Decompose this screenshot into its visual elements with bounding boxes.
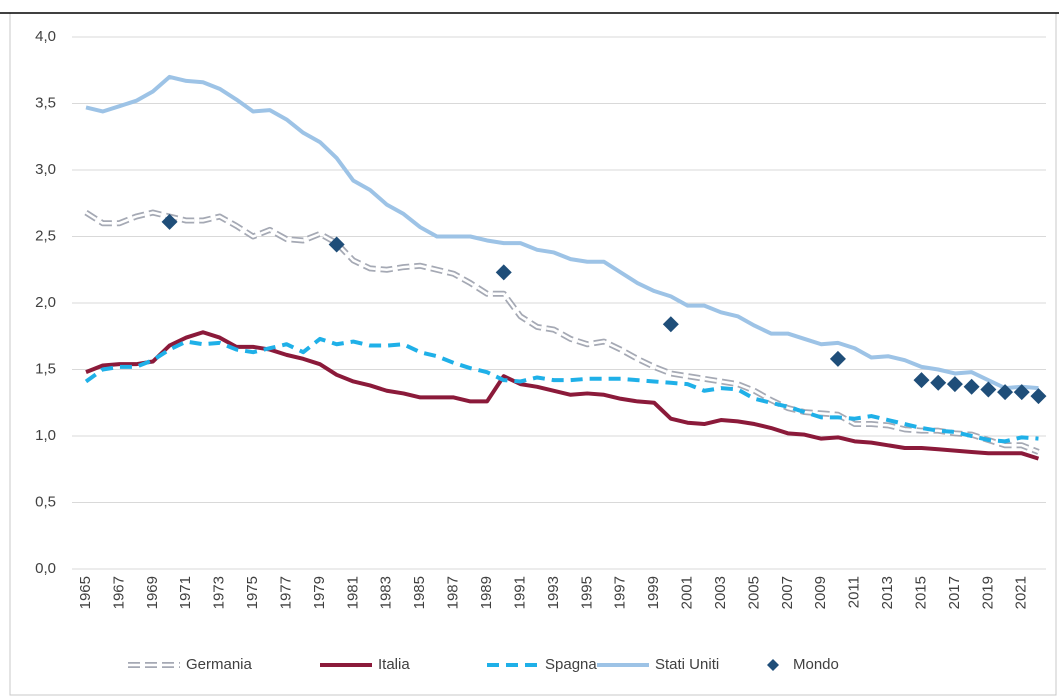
marker [946, 376, 963, 393]
x-tick-label: 1967 [110, 576, 127, 609]
x-tick-label: 1997 [612, 576, 629, 609]
x-tick-label: 2005 [745, 576, 762, 609]
chart-frame [9, 12, 1057, 696]
x-tick-label: 1985 [411, 576, 428, 609]
y-tick-label: 3,0 [35, 161, 56, 178]
marker [913, 372, 930, 389]
x-tick-label: 1977 [277, 576, 294, 609]
x-tick-label: 1975 [244, 576, 261, 609]
x-tick-label: 1965 [77, 576, 94, 609]
legend-symbol [767, 659, 779, 671]
x-tick-label: 2013 [879, 576, 896, 609]
marker [662, 316, 679, 333]
legend-label: Mondo [793, 656, 839, 673]
y-tick-label: 3,5 [35, 94, 56, 111]
legend-item: Spagna [487, 656, 597, 673]
marker [963, 378, 980, 395]
x-tick-label: 1995 [578, 576, 595, 609]
x-tick-label: 1979 [311, 576, 328, 609]
y-tick-label: 0,0 [35, 560, 56, 577]
x-tick-label: 1971 [177, 576, 194, 609]
legend-item: Germania [128, 656, 253, 673]
marker [997, 384, 1014, 401]
legend-item: Stati Uniti [597, 656, 719, 673]
x-tick-label: 2003 [712, 576, 729, 609]
series-line [85, 74, 1039, 391]
x-tick-label: 1993 [545, 576, 562, 609]
x-tick-label: 2001 [679, 576, 696, 609]
marker [161, 213, 178, 230]
x-tick-label: 2011 [846, 576, 863, 608]
x-tick-label: 1987 [445, 576, 462, 609]
marker [328, 236, 345, 253]
legend-label: Spagna [545, 656, 597, 673]
legend-item: Italia [320, 656, 410, 673]
x-tick-label: 2021 [1013, 576, 1030, 609]
y-tick-label: 1,5 [35, 360, 56, 377]
legend-label: Stati Uniti [655, 656, 719, 673]
x-tick-label: 1989 [478, 576, 495, 609]
x-tick-label: 1973 [211, 576, 228, 609]
series-line [84, 336, 1039, 444]
legend-label: Italia [378, 656, 410, 673]
marker [930, 374, 947, 391]
y-tick-label: 2,0 [35, 294, 56, 311]
x-tick-label: 2019 [979, 576, 996, 609]
series-line-inner [85, 211, 1039, 454]
marker [1030, 388, 1047, 405]
x-tick-label: 2007 [779, 576, 796, 609]
legend-item: Mondo [767, 656, 839, 673]
x-tick-label: 1981 [344, 576, 361, 609]
y-tick-label: 4,0 [35, 28, 56, 45]
x-tick-label: 2009 [812, 576, 829, 609]
x-tick-label: 1983 [378, 576, 395, 609]
y-tick-label: 2,5 [35, 227, 56, 244]
x-tick-label: 1991 [511, 576, 528, 609]
marker [495, 264, 512, 281]
x-tick-label: 1999 [645, 576, 662, 609]
legend-label: Germania [186, 656, 253, 673]
marker [829, 350, 846, 367]
y-tick-label: 1,0 [35, 427, 56, 444]
marker [1013, 384, 1030, 401]
series-line [85, 330, 1040, 461]
x-tick-label: 2015 [912, 576, 929, 609]
marker [980, 381, 997, 398]
x-tick-label: 2017 [946, 576, 963, 609]
x-tick-label: 1969 [144, 576, 161, 609]
y-tick-label: 0,5 [35, 493, 56, 510]
